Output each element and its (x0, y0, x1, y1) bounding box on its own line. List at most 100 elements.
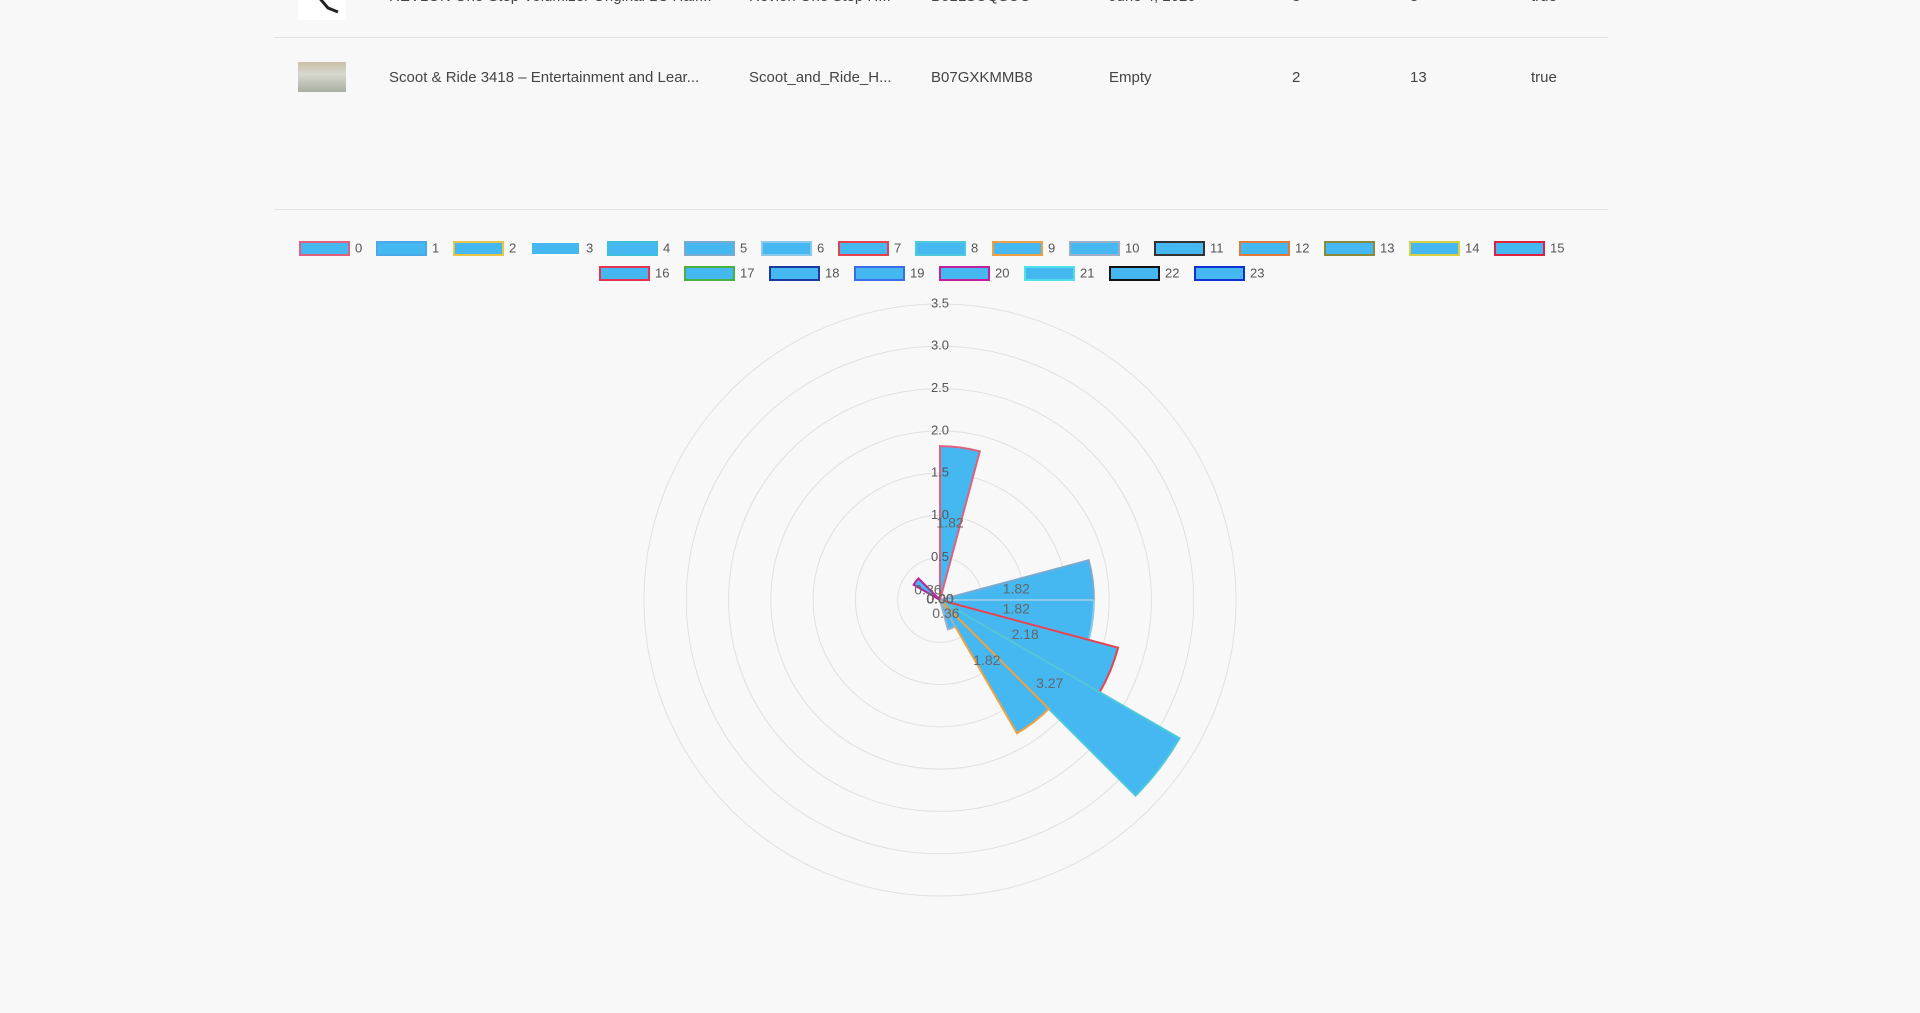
value-label: 1.82 (1003, 601, 1030, 617)
table-cell: REVLON One-Step Volumizer Original 1C Ha… (389, 0, 712, 5)
legend-label: 11 (1210, 240, 1224, 255)
legend-label: 13 (1380, 240, 1394, 255)
legend-swatch (1194, 266, 1245, 281)
legend-swatch (1409, 241, 1460, 256)
table-cell: June 4, 2020 (1109, 0, 1196, 5)
legend-label: 4 (663, 240, 670, 255)
value-label: 1.82 (1003, 581, 1030, 597)
table-cell: B01LSUQSUO (931, 0, 1031, 5)
value-label: 0.00 (926, 591, 953, 607)
table-cell: true (1531, 69, 1557, 86)
legend-label: 12 (1295, 240, 1309, 255)
legend-swatch (761, 241, 812, 256)
value-label: 0.00 (926, 591, 953, 607)
r-tick-label: 3.0 (931, 338, 949, 353)
legend-swatch (838, 241, 889, 256)
legend-swatch (939, 266, 990, 281)
legend-swatch (599, 266, 650, 281)
legend-swatch (1324, 241, 1375, 256)
r-tick-label: 0.5 (931, 549, 949, 564)
value-label: 0.00 (926, 591, 953, 607)
legend-label: 5 (740, 240, 747, 255)
product-thumbnail[interactable] (298, 62, 346, 92)
legend-label: 8 (971, 240, 978, 255)
grid-circle (728, 388, 1152, 812)
value-label: 0.00 (926, 591, 953, 607)
r-tick-label: 1.0 (931, 507, 949, 522)
legend-swatch (769, 266, 820, 281)
polar-segment (939, 445, 982, 601)
legend-label: 18 (825, 265, 839, 280)
table-cell: B07GXKMMB8 (931, 69, 1033, 86)
legend-label: 7 (894, 240, 901, 255)
legend-swatch (684, 266, 735, 281)
value-label: 0.00 (926, 591, 953, 607)
polar-segment (912, 577, 941, 601)
section-divider (274, 209, 1608, 210)
legend-label: 17 (740, 265, 754, 280)
value-label: 1.82 (973, 652, 1000, 668)
value-label: 0.00 (926, 591, 953, 607)
table-cell: 13 (1410, 69, 1427, 86)
value-label: 0.00 (926, 591, 953, 607)
legend-label: 14 (1465, 240, 1479, 255)
value-label: 0.00 (926, 591, 953, 607)
value-label: 0.00 (926, 591, 953, 607)
value-label: 2.18 (1012, 626, 1039, 642)
legend-swatch (684, 241, 735, 256)
legend-label: 6 (817, 240, 824, 255)
legend-label: 3 (586, 240, 593, 255)
value-label: 3.27 (1036, 675, 1063, 691)
legend-swatch (299, 241, 350, 256)
legend-label: 0 (355, 240, 362, 255)
legend-label: 1 (432, 240, 439, 255)
legend-label: 23 (1250, 265, 1264, 280)
legend-swatch (607, 241, 658, 256)
table-cell: true (1531, 0, 1557, 5)
legend-label: 16 (655, 265, 669, 280)
grid-circle (643, 303, 1237, 897)
legend-label: 19 (910, 265, 924, 280)
legend-swatch (915, 241, 966, 256)
value-label: 0.36 (932, 605, 959, 621)
value-label: 0.00 (926, 591, 953, 607)
table-cell: Scoot_and_Ride_H... (749, 69, 892, 86)
r-tick-label: 3.5 (931, 295, 949, 310)
r-tick-label: 1.5 (931, 465, 949, 480)
legend-swatch (854, 266, 905, 281)
legend-label: 22 (1165, 265, 1179, 280)
polar-segment (939, 599, 1181, 797)
value-label: 0.00 (926, 591, 953, 607)
value-label: 0.00 (926, 591, 953, 607)
value-label: 1.82 (936, 514, 963, 530)
legend-swatch (1494, 241, 1545, 256)
value-label: 0.00 (926, 591, 953, 607)
grid-circle (770, 430, 1110, 770)
legend-label: 21 (1080, 265, 1094, 280)
legend-swatch (1024, 266, 1075, 281)
value-label: 0.00 (926, 591, 953, 607)
legend-swatch (530, 241, 581, 256)
table-cell: 2 (1292, 69, 1301, 86)
r-tick-label: 2.0 (931, 422, 949, 437)
table-cell: Revlon One Step H... (749, 0, 891, 5)
polar-segment (939, 599, 1051, 735)
legend-label: 15 (1550, 240, 1564, 255)
legend-swatch (1239, 241, 1290, 256)
legend-swatch (376, 241, 427, 256)
legend-swatch (1109, 266, 1160, 281)
polar-segment (939, 599, 957, 631)
value-label: 0.00 (926, 591, 953, 607)
product-thumbnail[interactable] (298, 0, 346, 20)
legend-swatch (453, 241, 504, 256)
value-label: 0.00 (926, 591, 953, 607)
table-cell: 3 (1292, 0, 1300, 5)
legend-label: 9 (1048, 240, 1055, 255)
table-cell: 5 (1410, 0, 1418, 5)
legend-label: 2 (509, 240, 516, 255)
table-cell: Empty (1109, 69, 1152, 86)
legend-label: 20 (995, 265, 1009, 280)
